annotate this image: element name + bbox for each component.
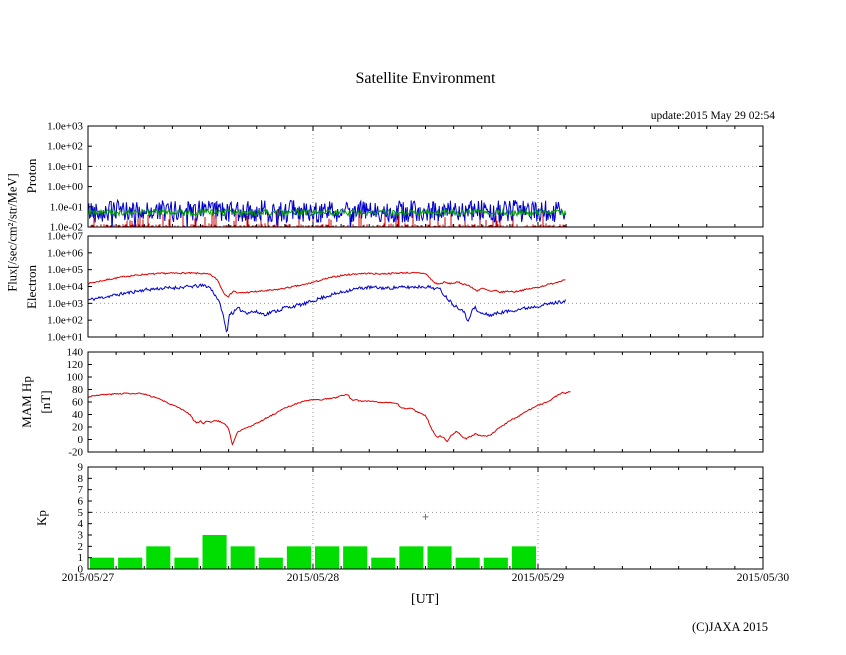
kp-bar [286,546,311,569]
kp-bar [202,535,227,569]
copyright-notice: (C)JAXA 2015 [691,620,769,634]
y-tick-label: 120 [67,359,84,371]
kp-bar [230,546,255,569]
y-tick-label: 4 [78,518,84,530]
y-tick-label: 100 [67,372,84,384]
x-axis-unit-label: [UT] [411,592,439,607]
mam-gridlines [312,352,539,452]
electron-blue [88,283,566,333]
kp-bar [258,557,283,569]
kp-axes [87,466,764,570]
proton-axes [87,125,764,228]
x-tick-label-may28: 2015/05/28 [286,572,340,584]
proton-panel-label: Proton [24,158,39,194]
y-tick-label: 60 [72,397,84,409]
electron-red [88,271,566,298]
y-tick-label: 20 [72,422,84,434]
y-tick-label: 5 [78,507,84,519]
mam-axes [87,351,764,453]
y-tick-label: 1.0e+06 [47,247,83,259]
electron-axes [87,235,764,338]
y-tick-label: 1.0e-02 [50,222,83,234]
panel-electron: 1.0e+07 1.0e+06 1.0e+05 1.0e+04 1.0e+03 1.0e+… [47,231,764,344]
y-tick-label: 1 [78,552,84,564]
kp-bar [315,546,340,569]
kp-bar [399,546,424,569]
page-title: Satellite Environment [355,70,496,87]
y-tick-label: 8 [78,473,84,485]
y-tick-label: 9 [78,462,84,474]
panel-proton: 1.0e+03 1.0e+02 1.0e+01 1.0e+00 1.0e-01 1.0e-… [47,121,764,234]
y-tick-label: 1.0e+00 [47,181,83,193]
kp-bar [118,557,143,569]
y-tick-label: 140 [67,347,84,359]
y-tick-label: -20 [68,447,83,459]
kp-bar [427,546,452,569]
y-tick-label: 1.0e-01 [50,201,83,213]
y-tick-label: 7 [78,484,84,496]
electron-y-tick-labels: 1.0e+07 1.0e+06 1.0e+05 1.0e+04 1.0e+03 1.0e+… [47,231,83,344]
proton-green [88,207,567,218]
kp-bar [174,557,199,569]
update-timestamp: update:2015 May 29 02:54 [650,110,775,122]
proton-y-tick-labels: 1.0e+03 1.0e+02 1.0e+01 1.0e+00 1.0e-01 1.0e-… [47,121,83,234]
y-tick-label: 1.0e+01 [47,332,83,344]
kp-bar [483,557,508,569]
x-tick-label-may30: 2015/05/30 [736,572,790,584]
kp-gridlines [88,467,763,569]
y-tick-label: 1.0e+02 [47,141,83,153]
kp-bars [90,535,536,569]
mam-series [88,391,571,446]
y-tick-label: 1.0e+02 [47,315,83,327]
mam-hp-panel-label: MAM Hp [19,376,34,428]
y-tick-label: 1.0e+03 [47,121,83,133]
y-tick-label: 40 [72,409,84,421]
electron-series [88,271,566,333]
kp-series [90,513,536,569]
y-tick-label: 0 [78,564,84,576]
kp-bar [511,546,536,569]
electron-gridlines [88,236,763,337]
x-tick-label-may27: 2015/05/27 [61,572,115,584]
electron-panel-label: Electron [24,264,39,310]
kp-panel-label: Kp [34,510,49,526]
mam-hp [88,391,571,446]
kp-bar [455,557,480,569]
proton-series [88,198,567,227]
proton-blue [88,198,566,227]
kp-bar [90,557,115,569]
y-tick-label: 6 [78,496,84,508]
y-tick-label: 1.0e+05 [47,264,83,276]
y-tick-label: 1.0e+07 [47,231,83,243]
y-tick-label: 3 [78,530,84,542]
kp-bar [146,546,171,569]
y-tick-label: 1.0e+03 [47,298,83,310]
kp-bar [371,557,396,569]
y-tick-label: 1.0e+01 [47,161,83,173]
kp-bar [343,546,368,569]
kp-plus-marker [422,513,429,520]
y-tick-label: 80 [72,384,84,396]
x-tick-label-may29: 2015/05/29 [511,572,565,584]
mam-hp-unit-label: [nT] [38,390,53,414]
flux-axis-label: Flux[/sec/cm²/str/MeV] [5,173,20,292]
y-tick-label: 0 [78,434,84,446]
y-tick-label: 2 [78,541,84,553]
y-tick-label: 1.0e+04 [47,281,83,293]
